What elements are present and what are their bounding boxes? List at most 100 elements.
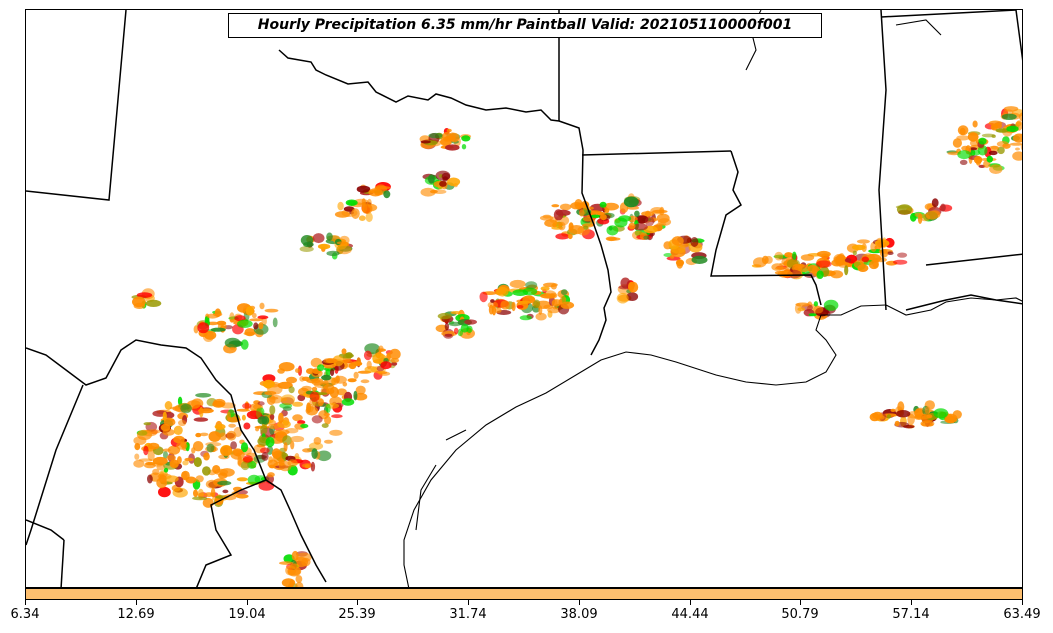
precip-blob (561, 289, 568, 296)
precip-blob (268, 394, 283, 404)
precip-blob (147, 442, 160, 450)
precip-blob (453, 327, 459, 335)
precip-blob (553, 209, 564, 221)
border-mexico-internal-d (26, 519, 65, 541)
precip-blob (163, 418, 176, 427)
precip-blob (676, 259, 684, 269)
precip-blob (996, 141, 1009, 147)
precip-blob (670, 254, 675, 259)
precip-blob (191, 447, 196, 454)
precip-blob (259, 447, 270, 454)
precip-blob (214, 308, 222, 318)
precip-blob (978, 137, 987, 145)
precip-blob (437, 312, 452, 320)
precip-blob (224, 337, 241, 348)
precip-blob (924, 406, 931, 415)
precip-blob (989, 164, 1003, 175)
precip-blob (341, 348, 347, 355)
precip-blob (253, 322, 259, 330)
precip-blob (539, 215, 554, 221)
precip-blob (973, 149, 981, 156)
precip-blob (269, 413, 275, 420)
precip-blob (808, 313, 817, 317)
precip-blob (957, 150, 972, 160)
precip-blob (360, 379, 370, 384)
precip-blob (358, 215, 366, 221)
border-rio-grande (26, 339, 327, 583)
precip-blob (199, 432, 209, 437)
precip-blob (262, 379, 275, 389)
precip-blob (136, 292, 153, 298)
precip-blob (173, 425, 183, 435)
precip-blob (220, 445, 233, 457)
precip-blob (525, 281, 538, 290)
precip-blob (551, 299, 558, 310)
precip-blob (894, 420, 900, 427)
precip-blob (852, 250, 857, 256)
precip-blob (292, 401, 304, 407)
precip-blob (341, 398, 355, 406)
precip-blob (241, 414, 246, 421)
precip-blob (301, 385, 312, 392)
colorbar-tick-mark (468, 600, 469, 605)
precip-blob (317, 364, 325, 372)
precip-blob (657, 218, 672, 226)
precip-blob (366, 360, 372, 370)
colorbar-tick-label: 63.49 (1003, 607, 1041, 622)
precip-blob (235, 494, 249, 499)
colorbar-tick-label: 6.34 (10, 607, 40, 622)
precip-blob (216, 320, 227, 326)
precip-blob (257, 315, 269, 320)
precip-blob (380, 361, 392, 370)
precip-blob (329, 429, 343, 436)
precip-blob (242, 455, 253, 463)
precip-blob (310, 461, 316, 472)
border-ok-texas-red-river (278, 49, 560, 122)
precip-blob (851, 244, 866, 251)
precip-blob (163, 467, 169, 473)
precip-blob (444, 322, 450, 331)
precip-blob (257, 401, 265, 406)
precip-blob (920, 420, 935, 427)
precip-blob (797, 307, 806, 312)
precip-blob (332, 355, 344, 367)
precip-blob (1018, 112, 1022, 122)
precip-blob (420, 140, 431, 144)
precip-blob (879, 249, 889, 258)
precip-blob (1012, 133, 1022, 143)
precip-blob (220, 402, 236, 409)
colorbar-tick-label: 44.44 (671, 607, 709, 622)
precip-blob (251, 312, 257, 319)
precip-blob (623, 196, 639, 208)
precip-blob (919, 213, 931, 222)
precip-blob (343, 206, 355, 212)
precip-blob (243, 422, 251, 430)
precip-blob (626, 292, 639, 301)
precip-blob (232, 448, 243, 457)
precip-blob (1001, 113, 1017, 121)
tn-river (895, 19, 942, 36)
precip-blob (133, 436, 147, 445)
precip-blob (336, 388, 347, 396)
precip-blob (764, 255, 773, 264)
colorbar-tick-label: 19.04 (228, 607, 266, 622)
precip-blob (281, 578, 296, 587)
precip-blob (973, 156, 983, 164)
precip-blob (180, 403, 192, 414)
precip-blob (158, 474, 167, 484)
precip-blob (496, 286, 509, 297)
precip-blob (197, 322, 210, 334)
precip-blob (334, 211, 351, 218)
precip-blob (959, 159, 968, 165)
precip-blob (518, 300, 531, 304)
precip-blob (228, 423, 236, 428)
precip-blob (283, 442, 288, 452)
precip-blob (259, 302, 265, 310)
precip-blob (255, 427, 260, 432)
precip-blob (240, 442, 249, 453)
precip-blob (599, 201, 607, 208)
precip-blob (236, 408, 250, 412)
precip-blob (538, 305, 543, 316)
border-texas-louisiana (558, 120, 612, 356)
precip-blob (242, 403, 252, 409)
